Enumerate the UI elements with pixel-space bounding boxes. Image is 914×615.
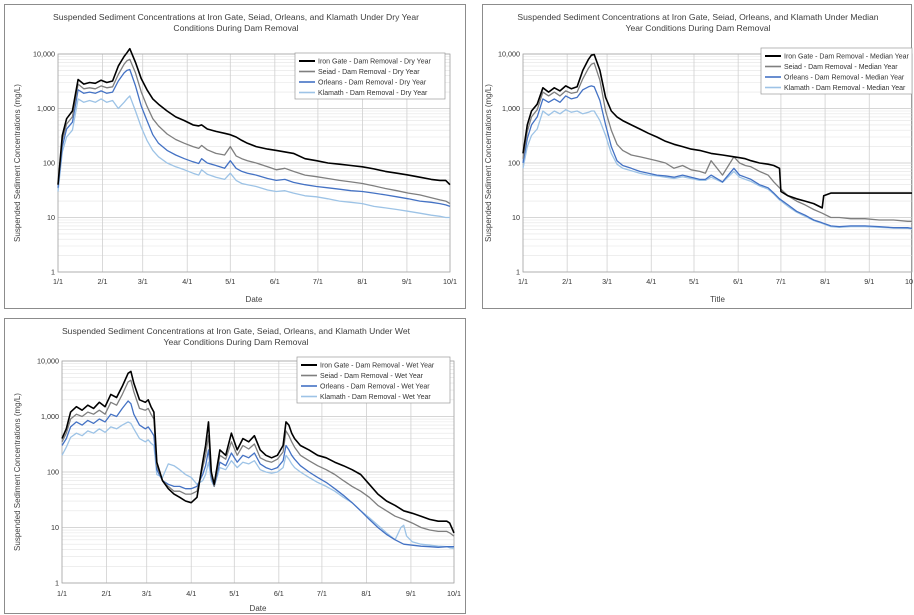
y-axis-label: Suspended Sediment Concentrations (mg/L)	[484, 84, 493, 242]
legend-box	[296, 356, 451, 404]
series-line-1	[61, 370, 455, 534]
legend-entry: Klamath - Dam Removal - Wet Year	[320, 394, 431, 401]
y-tick-label: 1,000	[41, 412, 59, 421]
x-tick-label: 1/1	[53, 277, 63, 286]
series-line-1	[522, 53, 912, 209]
series-line-1	[57, 47, 451, 186]
series-line-4	[61, 421, 455, 550]
series-line-2	[522, 62, 912, 222]
y-axis-label: Suspended Sediment Concentrations (mg/L)	[13, 84, 22, 242]
x-tick-label: 3/1	[142, 589, 152, 598]
x-tick-label: 7/1	[317, 589, 327, 598]
y-tick-label: 1	[516, 268, 520, 277]
series-line-3	[61, 400, 454, 548]
legend-entry: Iron Gate - Dam Removal - Wet Year	[320, 362, 435, 369]
chart-title-line: Year Conditions During Dam Removal	[164, 337, 309, 347]
legend-entry: Klamath - Dam Removal - Median Year	[784, 85, 906, 92]
y-tick-label: 10	[47, 213, 55, 222]
series-line-3	[57, 68, 451, 208]
y-tick-label: 10,000	[498, 50, 520, 59]
chart-title-line: Suspended Sediment Concentrations at Iro…	[517, 12, 878, 22]
x-tick-label: 5/1	[225, 277, 235, 286]
x-axis-label: Date	[246, 295, 263, 304]
x-tick-label: 10/1	[905, 277, 913, 286]
legend-box	[760, 47, 913, 95]
chart-wet-year: Suspended Sediment Concentrations at Iro…	[13, 326, 461, 613]
y-tick-label: 1,000	[502, 104, 520, 113]
y-tick-label: 1	[51, 268, 55, 277]
x-tick-label: 8/1	[357, 277, 367, 286]
chart-title-line: Suspended Sediment Concentrations at Iro…	[53, 12, 419, 22]
legend-entry: Orleans - Dam Removal - Median Year	[784, 74, 905, 81]
chart-title-line: Suspended Sediment Concentrations at Iro…	[62, 326, 411, 336]
y-tick-label: 1	[55, 579, 59, 588]
x-tick-label: 9/1	[406, 589, 416, 598]
chart-panel-dry-year: Suspended Sediment Concentrations at Iro…	[4, 4, 466, 309]
y-tick-label: 100	[47, 468, 59, 477]
x-tick-label: 7/1	[776, 277, 786, 286]
x-tick-label: 8/1	[361, 589, 371, 598]
legend-entry: Seiad - Dam Removal - Median Year	[784, 64, 898, 71]
x-tick-label: 5/1	[229, 589, 239, 598]
x-tick-label: 3/1	[138, 277, 148, 286]
series-line-2	[61, 379, 455, 537]
chart-panel-median-year: Suspended Sediment Concentrations at Iro…	[482, 4, 913, 309]
series-line-3	[522, 85, 913, 230]
x-tick-label: 1/1	[57, 589, 67, 598]
x-tick-label: 8/1	[820, 277, 830, 286]
x-tick-label: 2/1	[562, 277, 572, 286]
legend-entry: Iron Gate - Dam Removal - Dry Year	[318, 58, 431, 65]
legend-entry: Klamath - Dam Removal - Dry Year	[318, 90, 428, 97]
x-tick-label: 5/1	[689, 277, 699, 286]
y-tick-label: 10	[512, 213, 520, 222]
x-tick-label: 6/1	[733, 277, 743, 286]
series-line-2	[57, 58, 451, 205]
y-tick-label: 10,000	[33, 50, 55, 59]
legend-box	[294, 52, 446, 100]
chart-title-line: Conditions During Dam Removal	[173, 23, 298, 33]
y-tick-label: 100	[43, 159, 55, 168]
x-tick-label: 7/1	[313, 277, 323, 286]
x-tick-label: 4/1	[182, 277, 192, 286]
x-tick-label: 2/1	[102, 589, 112, 598]
chart-title-line: Year Conditions During Dam Removal	[626, 23, 771, 33]
x-tick-label: 6/1	[274, 589, 284, 598]
chart-panel-wet-year: Suspended Sediment Concentrations at Iro…	[4, 318, 466, 614]
y-tick-label: 10,000	[37, 357, 59, 366]
chart-median-year: Suspended Sediment Concentrations at Iro…	[484, 12, 913, 304]
x-tick-label: 10/1	[443, 277, 457, 286]
x-axis-label: Date	[250, 604, 267, 613]
x-tick-label: 1/1	[518, 277, 528, 286]
plot-area-frame	[57, 53, 451, 273]
x-tick-label: 3/1	[602, 277, 612, 286]
legend-entry: Orleans - Dam Removal - Dry Year	[318, 79, 427, 86]
y-tick-label: 1,000	[37, 104, 55, 113]
x-tick-label: 9/1	[402, 277, 412, 286]
legend-entry: Seiad - Dam Removal - Wet Year	[320, 373, 424, 380]
x-tick-label: 4/1	[646, 277, 656, 286]
chart-dry-year: Suspended Sediment Concentrations at Iro…	[13, 12, 457, 304]
x-tick-label: 10/1	[447, 589, 461, 598]
y-axis-label: Suspended Sediment Concentrations (mg/L)	[13, 393, 22, 551]
x-tick-label: 2/1	[98, 277, 108, 286]
y-tick-label: 100	[508, 159, 520, 168]
y-tick-label: 10	[51, 523, 59, 532]
x-axis-label: Title	[710, 295, 725, 304]
legend-entry: Iron Gate - Dam Removal - Median Year	[784, 53, 910, 60]
plot-area-frame	[61, 360, 455, 584]
legend-entry: Seiad - Dam Removal - Dry Year	[318, 69, 420, 76]
legend-entry: Orleans - Dam Removal - Wet Year	[320, 383, 430, 390]
x-tick-label: 6/1	[270, 277, 280, 286]
x-tick-label: 9/1	[864, 277, 874, 286]
x-tick-label: 4/1	[186, 589, 196, 598]
series-line-4	[57, 95, 450, 219]
